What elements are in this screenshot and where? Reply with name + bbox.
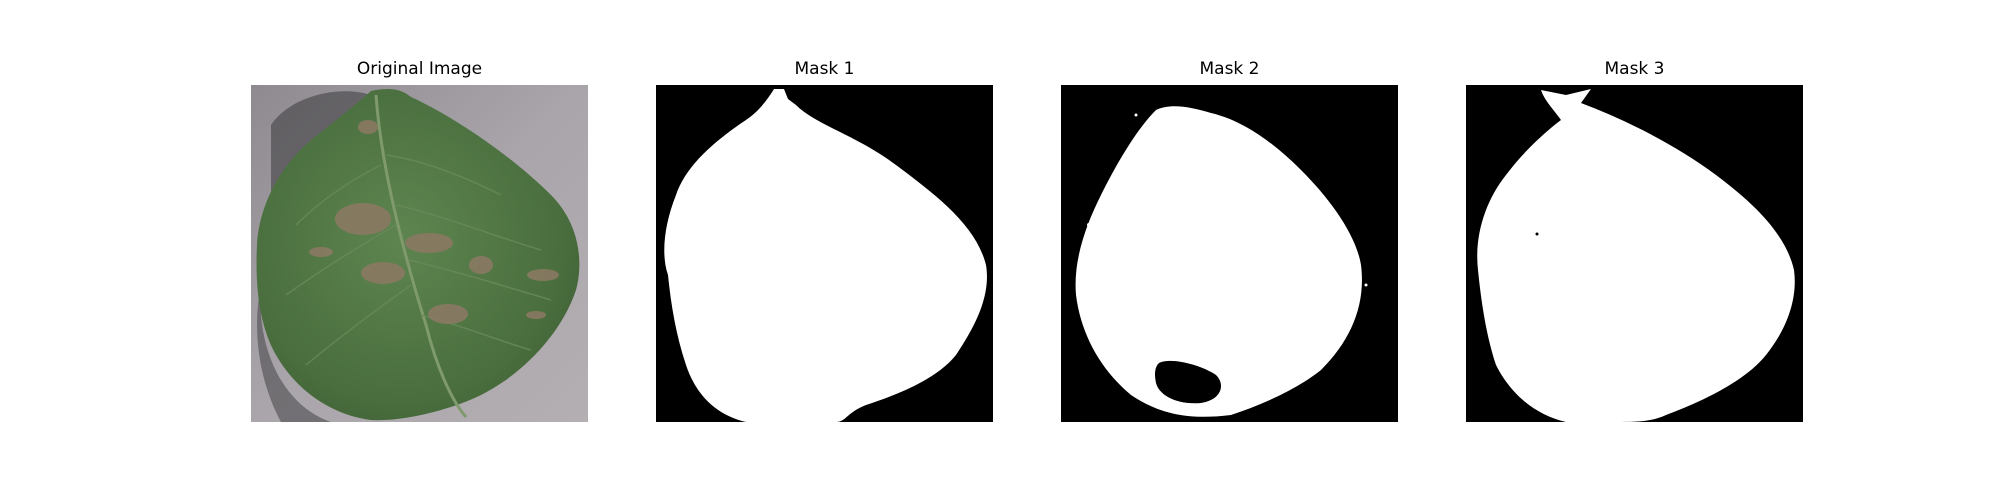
mask-3-panel (1466, 85, 1803, 422)
mask-3-speck (1536, 233, 1539, 236)
original-image (251, 85, 588, 422)
panel-title-mask-3: Mask 3 (1466, 59, 1803, 79)
mask-1-image (656, 85, 993, 422)
mask-2-panel (1061, 85, 1398, 422)
mask-2-image (1061, 85, 1398, 422)
panel-title-mask-1: Mask 1 (656, 59, 993, 79)
panel-title-original-image: Original Image (251, 59, 588, 79)
mask-3-image (1466, 85, 1803, 422)
mask-1-panel (656, 85, 993, 422)
panel-title-mask-2: Mask 2 (1061, 59, 1398, 79)
original-image-panel (251, 85, 588, 422)
